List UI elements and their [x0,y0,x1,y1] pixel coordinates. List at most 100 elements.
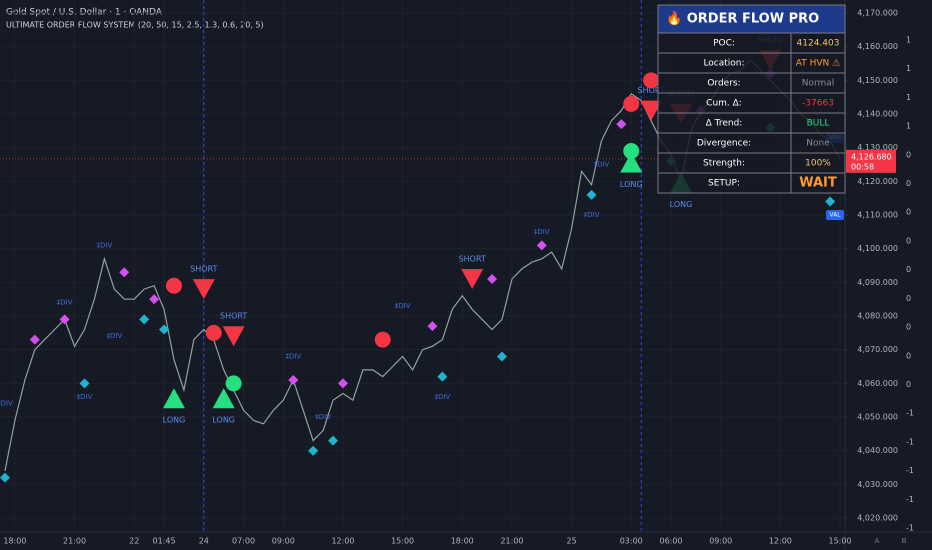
signal-diamond [616,119,627,130]
y-tick-label: 4,050.000 [857,413,898,422]
y2-tick-label: 1 [906,64,911,73]
long-signal [162,388,185,409]
price-tag-label: 4,126.680 [851,152,892,161]
y2-tick-label: 0 [906,351,911,360]
table-value: -37663 [802,99,834,109]
table-label: Δ Trend: [706,119,743,129]
signal-circle [165,277,182,294]
signal-diamond [308,445,319,456]
signal-label: LONG [212,416,235,425]
table-label: Strength: [703,159,745,169]
table-header [657,4,846,34]
y-tick-label: 4,120.000 [857,177,898,186]
x-tick-label: 12:00 [769,537,792,546]
y2-tick-label: -1 [906,495,914,504]
x-tick-label: 09:00 [272,537,295,546]
signal-diamond [487,273,498,284]
price-tag [846,149,896,173]
signal-circle [623,95,640,112]
y-tick-label: 4,100.000 [857,244,898,253]
divergence-label: ‡DIV [106,332,122,340]
table-label: Cum. Δ: [706,99,742,109]
divergence-label: ‡DIV [57,299,73,307]
table-label: Divergence: [697,139,751,149]
y2-tick-label: 1 [906,122,911,131]
signal-circle [374,331,391,348]
short-signal [192,279,215,300]
signal-diamond [825,196,836,207]
x-tick-label: 21:00 [500,537,523,546]
table-value: AT HVN ⚠ [796,59,840,69]
x-tick-label: 06:00 [659,537,682,546]
y-tick-label: 4,090.000 [857,278,898,287]
y-tick-label: 4,070.000 [857,345,898,354]
x-tick-label: 07:00 [232,537,255,546]
signal-circle [225,375,242,392]
divergence-label: ‡DIV [285,352,301,360]
signal-diamond [79,378,90,389]
signal-circle [643,72,660,89]
divergence-label: ‡DIV [395,302,411,310]
y-tick-label: 4,130.000 [857,143,898,152]
table-label: Location: [703,59,744,69]
divergence-label: ‡DIV [77,393,93,401]
y-tick-label: 4,170.000 [857,8,898,17]
signal-circle [205,324,222,341]
x-tick-label: 25 [567,537,577,546]
x-tick-label: 03:00 [620,537,643,546]
signal-label: LONG [620,180,643,189]
x-tick-label: 18:00 [3,537,26,546]
y2-tick-label: 0 [906,265,911,274]
signal-label: SHORT [190,265,217,274]
signal-label: LONG [670,200,693,209]
level-tag [826,210,844,221]
y2-tick-label: 1 [906,36,911,45]
x-tick-label: 18:00 [451,537,474,546]
y-tick-label: 4,150.000 [857,76,898,85]
signal-diamond [536,240,547,251]
y2-tick-label: -1 [906,466,914,475]
indicator-name: ULTIMATE ORDER FLOW SYSTEM (20, 50, 15, … [6,21,264,30]
signal-diamond [437,371,448,382]
signal-diamond [149,294,160,305]
toolbar-button: B [902,537,907,545]
signal-label: SHORT [638,86,665,95]
signal-diamond [288,375,299,386]
signal-diamond [586,189,597,200]
short-signal [640,100,663,121]
table-title: 🔥 ORDER FLOW PRO [666,11,819,27]
y-tick-label: 4,060.000 [857,379,898,388]
y2-tick-label: -1 [906,437,914,446]
signal-diamond [427,321,438,332]
short-signal [222,326,245,347]
table-label: SETUP: [708,179,740,189]
y-tick-label: 4,160.000 [857,42,898,51]
signal-diamond [139,314,150,325]
table-value: 4124.403 [797,39,840,49]
x-tick-label: 24 [199,537,209,546]
y2-tick-label: 0 [906,294,911,303]
signal-diamond [29,334,40,345]
signal-diamond [159,324,170,335]
y-tick-label: 4,140.000 [857,110,898,119]
y2-tick-label: 0 [906,323,911,332]
x-tick-label: 15:00 [828,537,851,546]
divergence-label: ‡DIV [97,241,113,249]
divergence-label: ‡DIV [584,211,600,219]
y2-tick-label: 0 [906,380,911,389]
y-tick-label: 4,080.000 [857,312,898,321]
x-tick-label: 22 [129,537,139,546]
x-tick-label: 12:00 [331,537,354,546]
divergence-label: ‡DIV [594,161,610,169]
signal-diamond [337,378,348,389]
x-tick-label: 09:00 [709,537,732,546]
x-tick-label: 01:45 [152,537,175,546]
signal-label: SHORT [459,254,486,263]
price-countdown: 00:58 [851,162,874,171]
toolbar-button: A [875,537,880,545]
divergence-label: ‡DIV [0,400,13,408]
table-value: WAIT [799,176,837,191]
signal-diamond [59,314,70,325]
